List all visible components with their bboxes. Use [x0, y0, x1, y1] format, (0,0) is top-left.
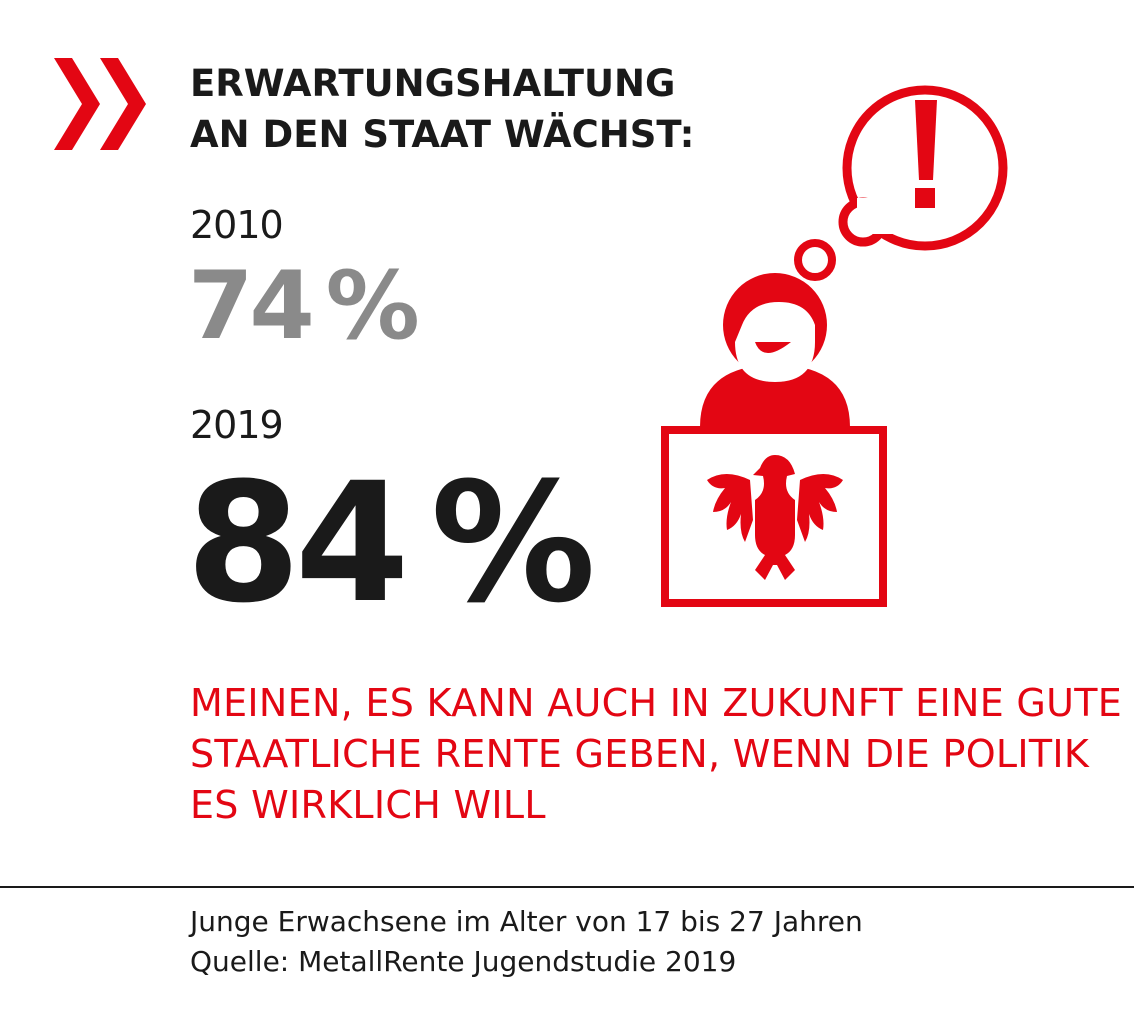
federal-eagle-icon: [707, 455, 843, 580]
footnote-source: Quelle: MetallRente Jugendstudie 2019: [190, 945, 737, 978]
illustration: [661, 85, 1008, 607]
footnote: Junge Erwachsene im Alter von 17 bis 27 …: [190, 902, 863, 982]
percentage-2010: 74 %: [188, 252, 420, 361]
year-label-2010: 2010: [190, 203, 284, 247]
statement-line-2: STAATLICHE RENTE GEBEN, WENN DIE POLITIK: [190, 732, 1090, 776]
statement: MEINEN, ES KANN AUCH IN ZUKUNFT EINE GUT…: [190, 678, 1123, 831]
person-icon: [700, 273, 850, 427]
exclamation-icon: [794, 85, 1008, 281]
year-label-2019: 2019: [190, 403, 284, 447]
double-chevron-icon: [54, 58, 146, 150]
headline: ERWARTUNGSHALTUNG AN DEN STAAT WÄCHST:: [190, 58, 695, 160]
statement-line-1: MEINEN, ES KANN AUCH IN ZUKUNFT EINE GUT…: [190, 681, 1123, 725]
headline-line-2: AN DEN STAAT WÄCHST:: [190, 113, 695, 156]
headline-line-1: ERWARTUNGSHALTUNG: [190, 62, 676, 105]
divider: [0, 886, 1134, 888]
footnote-population: Junge Erwachsene im Alter von 17 bis 27 …: [190, 905, 863, 938]
statement-line-3: ES WIRKLICH WILL: [190, 783, 546, 827]
percentage-2019: 84 %: [186, 447, 596, 639]
